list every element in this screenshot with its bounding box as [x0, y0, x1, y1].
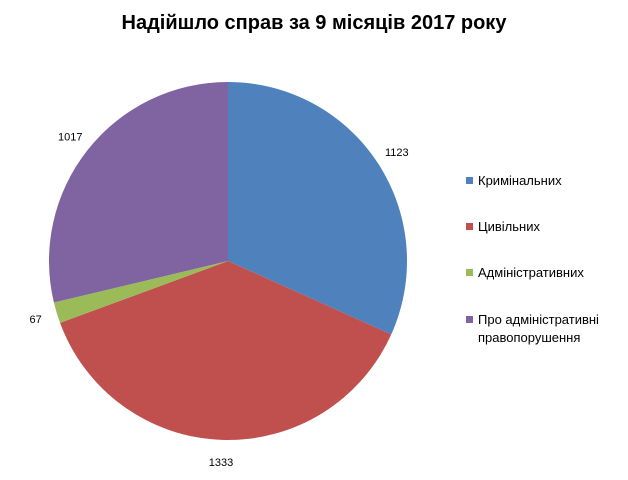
legend-label: Про адміністративні правопорушення — [478, 312, 599, 345]
legend-item-administratyvnykh: Адміністративних — [466, 264, 584, 282]
legend-item-pro-admin-pravoporushennia: Про адміністративні правопорушення — [466, 311, 618, 347]
legend-swatch — [466, 223, 473, 230]
data-label: 1123 — [385, 147, 409, 159]
data-label: 67 — [29, 314, 41, 326]
data-label: 1017 — [58, 131, 82, 143]
legend-swatch — [466, 269, 473, 276]
slice-tsyvilnykh — [60, 261, 392, 440]
legend-item-tsyvilnykh: Цивільних — [466, 218, 540, 236]
data-label: 1333 — [209, 457, 233, 469]
slice-administratyvnykh — [53, 261, 228, 323]
legend-label: Адміністративних — [478, 265, 584, 280]
slice-pro-admin-pravoporushennia — [49, 82, 228, 303]
slice-kryminalnykh — [228, 82, 407, 335]
legend-label: Цивільних — [478, 219, 540, 234]
legend-item-kryminalnykh: Кримінальних — [466, 172, 562, 190]
legend-swatch — [466, 316, 473, 323]
legend-swatch — [466, 177, 473, 184]
legend-label: Кримінальних — [478, 173, 562, 188]
chart-title: Надійшло справ за 9 місяців 2017 року — [121, 12, 507, 34]
